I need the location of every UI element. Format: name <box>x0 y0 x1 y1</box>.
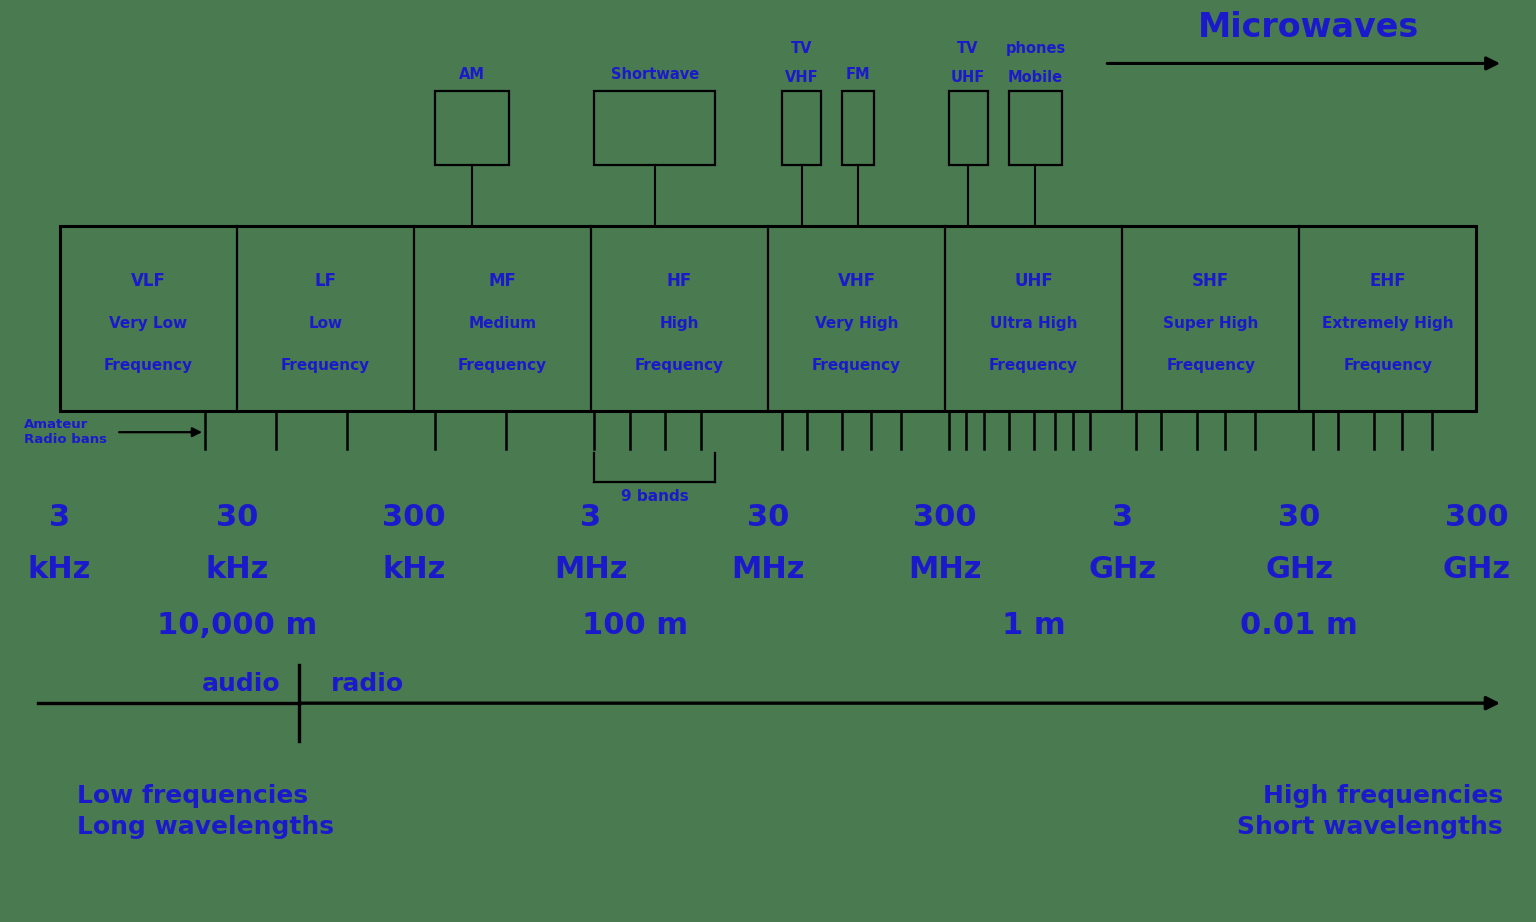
Text: MHz: MHz <box>731 555 805 584</box>
Text: Amateur
Radio bans: Amateur Radio bans <box>25 418 108 446</box>
Text: GHz: GHz <box>1266 555 1333 584</box>
Text: High: High <box>659 315 699 331</box>
Text: VHF: VHF <box>785 70 819 85</box>
Text: 3: 3 <box>49 502 71 531</box>
Text: 30: 30 <box>215 502 258 531</box>
Text: Super High: Super High <box>1163 315 1258 331</box>
Text: UHF: UHF <box>1014 272 1054 290</box>
Bar <box>782 90 822 165</box>
Text: Frequency: Frequency <box>1344 358 1433 373</box>
Text: Very High: Very High <box>814 315 899 331</box>
Text: Extremely High: Extremely High <box>1322 315 1453 331</box>
Text: UHF: UHF <box>951 70 985 85</box>
Text: Ultra High: Ultra High <box>989 315 1077 331</box>
Text: AM: AM <box>459 66 485 81</box>
Text: radio: radio <box>330 672 404 696</box>
Text: MF: MF <box>488 272 516 290</box>
Text: SHF: SHF <box>1192 272 1229 290</box>
Text: Low frequencies
Long wavelengths: Low frequencies Long wavelengths <box>77 785 335 839</box>
Text: 30: 30 <box>1278 502 1321 531</box>
Bar <box>60 226 1476 411</box>
Text: Frequency: Frequency <box>1166 358 1255 373</box>
Text: Medium: Medium <box>468 315 536 331</box>
Text: VHF: VHF <box>837 272 876 290</box>
Text: EHF: EHF <box>1370 272 1405 290</box>
Bar <box>1009 90 1061 165</box>
Text: Frequency: Frequency <box>813 358 902 373</box>
Text: MHz: MHz <box>908 555 982 584</box>
Text: 300: 300 <box>1444 502 1508 531</box>
Text: TV: TV <box>791 41 813 56</box>
Text: kHz: kHz <box>28 555 91 584</box>
Text: 9 bands: 9 bands <box>621 489 688 504</box>
Text: VLF: VLF <box>131 272 166 290</box>
Text: kHz: kHz <box>382 555 445 584</box>
Text: 30: 30 <box>746 502 790 531</box>
Text: kHz: kHz <box>204 555 269 584</box>
Text: TV: TV <box>957 41 978 56</box>
Text: Frequency: Frequency <box>458 358 547 373</box>
Text: Microwaves: Microwaves <box>1198 10 1419 43</box>
Text: Low: Low <box>309 315 343 331</box>
Text: 300: 300 <box>914 502 977 531</box>
Text: FM: FM <box>846 66 871 81</box>
Text: Frequency: Frequency <box>281 358 370 373</box>
Bar <box>594 90 714 165</box>
Text: GHz: GHz <box>1087 555 1157 584</box>
Text: MHz: MHz <box>554 555 628 584</box>
Text: Mobile: Mobile <box>1008 70 1063 85</box>
Text: 10,000 m: 10,000 m <box>157 611 316 640</box>
Bar <box>435 90 510 165</box>
Text: 300: 300 <box>382 502 445 531</box>
Text: High frequencies
Short wavelengths: High frequencies Short wavelengths <box>1238 785 1502 839</box>
Text: phones: phones <box>1005 41 1066 56</box>
Text: Shortwave: Shortwave <box>610 66 699 81</box>
Text: 3: 3 <box>581 502 602 531</box>
Text: Frequency: Frequency <box>634 358 723 373</box>
Text: GHz: GHz <box>1442 555 1510 584</box>
Bar <box>842 90 874 165</box>
Bar <box>949 90 988 165</box>
Text: 3: 3 <box>1112 502 1132 531</box>
Text: Frequency: Frequency <box>103 358 192 373</box>
Text: 1 m: 1 m <box>1001 611 1066 640</box>
Text: HF: HF <box>667 272 693 290</box>
Text: 100 m: 100 m <box>582 611 688 640</box>
Text: LF: LF <box>315 272 336 290</box>
Text: audio: audio <box>203 672 281 696</box>
Text: Very Low: Very Low <box>109 315 187 331</box>
Text: Frequency: Frequency <box>989 358 1078 373</box>
Text: 0.01 m: 0.01 m <box>1241 611 1358 640</box>
